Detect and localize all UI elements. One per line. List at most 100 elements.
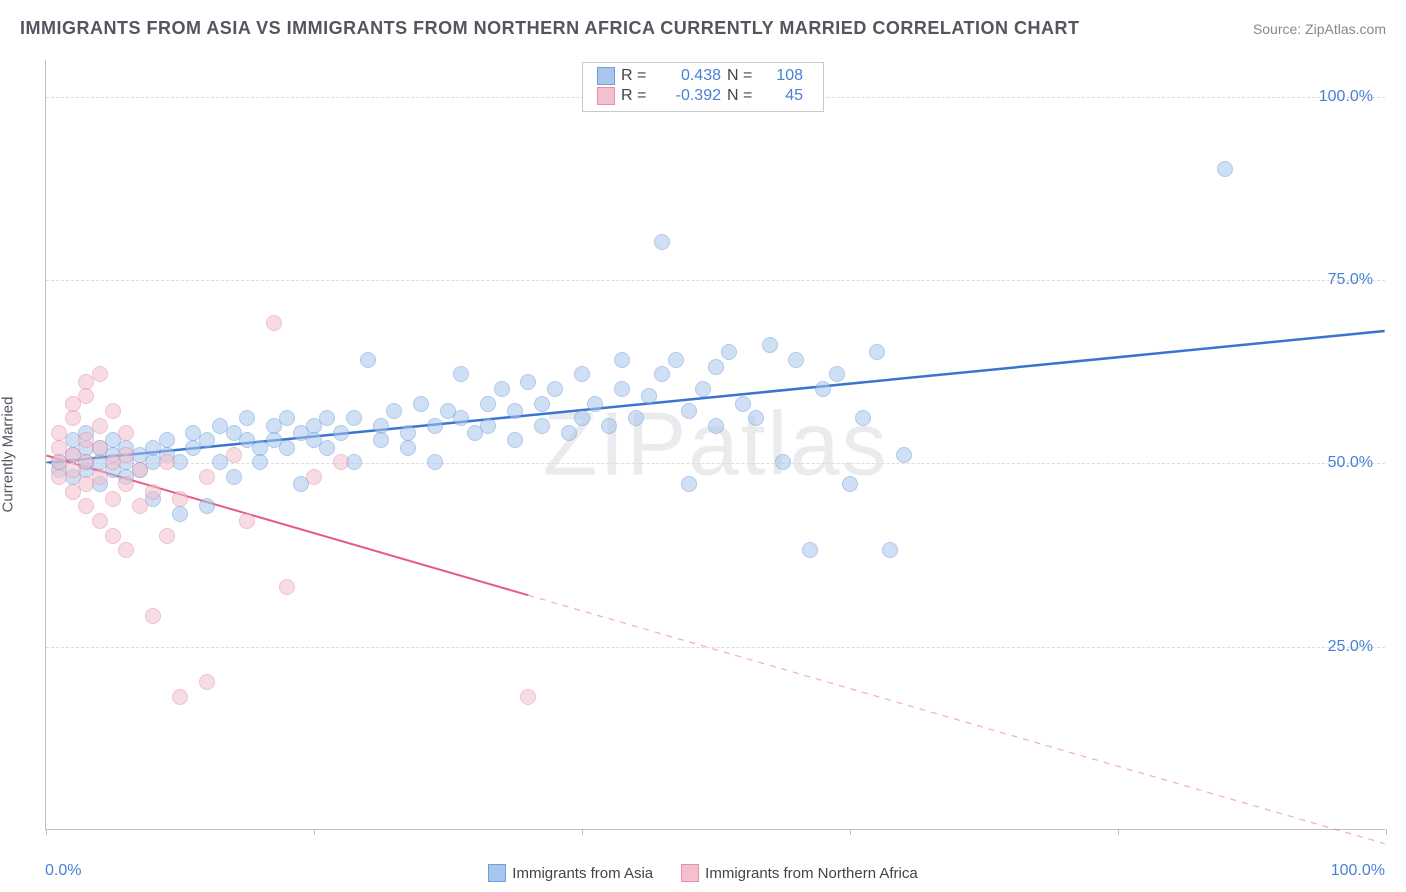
data-point bbox=[587, 396, 603, 412]
correlation-stats-box: R =0.438N =108R =-0.392N =45 bbox=[582, 62, 824, 112]
data-point bbox=[574, 366, 590, 382]
data-point bbox=[226, 447, 242, 463]
data-point bbox=[346, 410, 362, 426]
data-point bbox=[92, 513, 108, 529]
data-point bbox=[869, 344, 885, 360]
source-link[interactable]: ZipAtlas.com bbox=[1305, 21, 1386, 37]
stats-swatch bbox=[597, 67, 615, 85]
data-point bbox=[118, 447, 134, 463]
data-point bbox=[654, 234, 670, 250]
gridline bbox=[46, 463, 1385, 464]
x-tick-mark bbox=[314, 829, 315, 835]
data-point bbox=[614, 381, 630, 397]
data-point bbox=[721, 344, 737, 360]
data-point bbox=[199, 498, 215, 514]
data-point bbox=[1217, 161, 1233, 177]
data-point bbox=[92, 440, 108, 456]
legend-label: Immigrants from Northern Africa bbox=[705, 865, 918, 882]
stats-swatch bbox=[597, 87, 615, 105]
data-point bbox=[145, 484, 161, 500]
data-point bbox=[520, 374, 536, 390]
data-point bbox=[654, 366, 670, 382]
data-point bbox=[118, 425, 134, 441]
data-point bbox=[145, 608, 161, 624]
data-point bbox=[239, 410, 255, 426]
data-point bbox=[534, 396, 550, 412]
stats-N-label: N = bbox=[727, 87, 761, 105]
stats-R-label: R = bbox=[621, 87, 655, 105]
data-point bbox=[480, 418, 496, 434]
data-point bbox=[842, 476, 858, 492]
source-prefix: Source: bbox=[1253, 21, 1305, 37]
x-tick-mark bbox=[1118, 829, 1119, 835]
data-point bbox=[373, 418, 389, 434]
data-point bbox=[360, 352, 376, 368]
data-point bbox=[266, 315, 282, 331]
legend-item: Immigrants from Asia bbox=[488, 864, 653, 882]
legend-item: Immigrants from Northern Africa bbox=[681, 864, 918, 882]
data-point bbox=[252, 454, 268, 470]
y-tick-label: 75.0% bbox=[1328, 271, 1373, 289]
legend-swatch bbox=[681, 864, 699, 882]
gridline bbox=[46, 280, 1385, 281]
stats-R-value: -0.392 bbox=[655, 87, 727, 105]
data-point bbox=[172, 689, 188, 705]
data-point bbox=[239, 513, 255, 529]
data-point bbox=[762, 337, 778, 353]
data-point bbox=[815, 381, 831, 397]
data-point bbox=[306, 469, 322, 485]
x-tick-mark bbox=[1386, 829, 1387, 835]
data-point bbox=[118, 476, 134, 492]
data-point bbox=[494, 381, 510, 397]
data-point bbox=[427, 418, 443, 434]
data-point bbox=[319, 410, 335, 426]
data-point bbox=[507, 432, 523, 448]
data-point bbox=[92, 366, 108, 382]
data-point bbox=[199, 469, 215, 485]
page-title: IMMIGRANTS FROM ASIA VS IMMIGRANTS FROM … bbox=[20, 18, 1079, 39]
legend-label: Immigrants from Asia bbox=[512, 865, 653, 882]
data-point bbox=[118, 542, 134, 558]
data-point bbox=[896, 447, 912, 463]
data-point bbox=[453, 410, 469, 426]
x-tick-mark bbox=[582, 829, 583, 835]
stats-N-value: 108 bbox=[761, 67, 809, 85]
gridline bbox=[46, 647, 1385, 648]
data-point bbox=[65, 410, 81, 426]
data-point bbox=[132, 498, 148, 514]
data-point bbox=[319, 440, 335, 456]
data-point bbox=[453, 366, 469, 382]
data-point bbox=[480, 396, 496, 412]
data-point bbox=[507, 403, 523, 419]
data-point bbox=[695, 381, 711, 397]
data-point bbox=[534, 418, 550, 434]
data-point bbox=[333, 454, 349, 470]
data-point bbox=[708, 418, 724, 434]
data-point bbox=[105, 491, 121, 507]
data-point bbox=[105, 528, 121, 544]
x-tick-mark bbox=[46, 829, 47, 835]
data-point bbox=[855, 410, 871, 426]
legend-bottom: Immigrants from Asia Immigrants from Nort… bbox=[0, 864, 1406, 882]
data-point bbox=[882, 542, 898, 558]
data-point bbox=[279, 579, 295, 595]
data-point bbox=[400, 425, 416, 441]
data-point bbox=[427, 454, 443, 470]
data-point bbox=[708, 359, 724, 375]
data-point bbox=[279, 440, 295, 456]
data-point bbox=[92, 418, 108, 434]
data-point bbox=[574, 410, 590, 426]
data-point bbox=[226, 469, 242, 485]
y-axis-label: Currently Married bbox=[0, 397, 17, 513]
data-point bbox=[681, 403, 697, 419]
data-point bbox=[829, 366, 845, 382]
y-tick-label: 50.0% bbox=[1328, 454, 1373, 472]
data-point bbox=[802, 542, 818, 558]
data-point bbox=[172, 491, 188, 507]
data-point bbox=[413, 396, 429, 412]
data-point bbox=[159, 528, 175, 544]
data-point bbox=[788, 352, 804, 368]
source-credit: Source: ZipAtlas.com bbox=[1253, 21, 1386, 37]
data-point bbox=[373, 432, 389, 448]
data-point bbox=[172, 506, 188, 522]
